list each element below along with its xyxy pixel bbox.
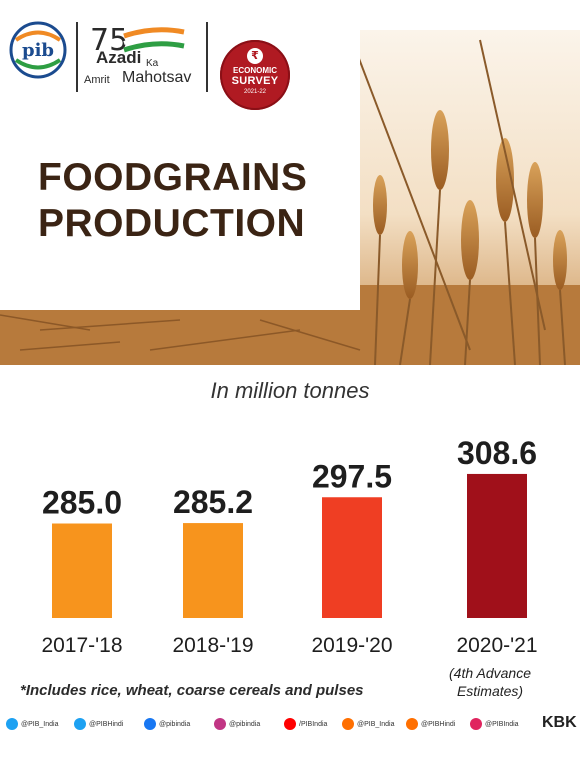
bar-2 — [183, 523, 243, 618]
unit-label: In million tonnes — [210, 378, 370, 403]
kbk-tag: KBK — [542, 714, 577, 731]
social-handle-text: @PIBHindi — [421, 721, 456, 728]
svg-text:pib: pib — [22, 40, 54, 61]
social-icon — [284, 718, 296, 731]
social-handle[interactable]: @PIBHindi — [406, 717, 455, 733]
social-handle-text: @pibindia — [159, 721, 191, 728]
production-bar-chart: 285.0 2017-'18 285.2 2018-'19 297.5 2019-'20 3… — [41, 435, 537, 657]
logo-divider — [206, 22, 208, 92]
pib-logo: pib — [9, 21, 67, 79]
category-label: 2017-'18 — [41, 634, 122, 657]
advance-estimate-note: (4th Advance Estimates) — [430, 664, 550, 700]
social-handle-text: @PIBHindi — [89, 721, 124, 728]
social-icon — [406, 718, 418, 731]
social-icon — [342, 718, 354, 731]
survey-line1: ECONOMIC — [233, 66, 277, 75]
logo-row: pib 75 Azadi Ka Amrit Mahotsav ₹ ECONOMI… — [0, 0, 360, 120]
social-icon — [74, 718, 86, 731]
estimate-line2: Estimates) — [456, 683, 524, 699]
survey-year: 2021-22 — [243, 89, 267, 95]
tricolor-75-emblem: 75 — [90, 23, 185, 58]
bar-1 — [52, 523, 112, 618]
category-label: 2018-'19 — [172, 634, 253, 657]
estimate-line1: (4th Advance — [449, 665, 531, 681]
ka-text: Ka — [146, 58, 159, 69]
social-handle-text: /PIBIndia — [299, 721, 328, 728]
value-label: 285.0 — [42, 485, 122, 521]
social-handle[interactable]: @PIBIndia — [470, 717, 519, 733]
category-label: 2019-'20 — [311, 634, 392, 657]
category-label: 2020-'21 — [456, 634, 537, 657]
social-handle[interactable]: @pibindia — [144, 717, 190, 733]
hero-banner — [0, 30, 580, 365]
social-icon — [144, 718, 156, 731]
social-handle[interactable]: @PIB_India — [342, 717, 394, 733]
social-handle[interactable]: @pibindia — [214, 717, 260, 733]
social-handle[interactable]: /PIBIndia — [284, 717, 327, 733]
logo-divider — [76, 22, 78, 92]
economic-survey-badge: ₹ ECONOMIC SURVEY 2021-22 — [220, 40, 290, 110]
social-icon — [214, 718, 226, 731]
value-label: 308.6 — [457, 435, 537, 471]
social-handle-text: @PIBIndia — [485, 721, 519, 728]
value-label: 285.2 — [173, 484, 253, 520]
rupee-icon: ₹ — [247, 48, 263, 64]
social-handle[interactable]: @PIB_India — [6, 717, 58, 733]
top-strip — [0, 0, 580, 30]
svg-text:75: 75 — [90, 23, 128, 58]
azadi-text: Azadi — [96, 48, 142, 67]
amrit-text: Amrit — [84, 74, 110, 86]
social-handle-text: @PIB_India — [357, 721, 395, 728]
social-icon — [6, 718, 18, 731]
title-line1: FOODGRAINS — [38, 156, 308, 199]
title-line2: PRODUCTION — [38, 202, 306, 245]
social-icon — [470, 718, 482, 731]
page-title: FOODGRAINS PRODUCTION — [38, 155, 358, 247]
social-handle-text: @pibindia — [229, 721, 261, 728]
bar-4 — [467, 473, 527, 618]
footnote: *Includes rice, wheat, coarse cereals an… — [20, 682, 364, 699]
social-handle[interactable]: @PIBHindi — [74, 717, 123, 733]
bar-3 — [322, 497, 382, 618]
headline-card — [0, 30, 360, 310]
mahotsav-text: Mahotsav — [122, 69, 192, 86]
survey-line2: SURVEY — [231, 75, 279, 87]
social-handles-row: @PIB_India @PIBHindi @pibindia @pibindia/PI… — [0, 712, 580, 736]
social-handle-text: @PIB_India — [21, 721, 59, 728]
azadi-ka-amrit-mahotsav-logo: 75 Azadi Ka Amrit Mahotsav — [84, 18, 202, 104]
value-label: 297.5 — [312, 458, 392, 494]
